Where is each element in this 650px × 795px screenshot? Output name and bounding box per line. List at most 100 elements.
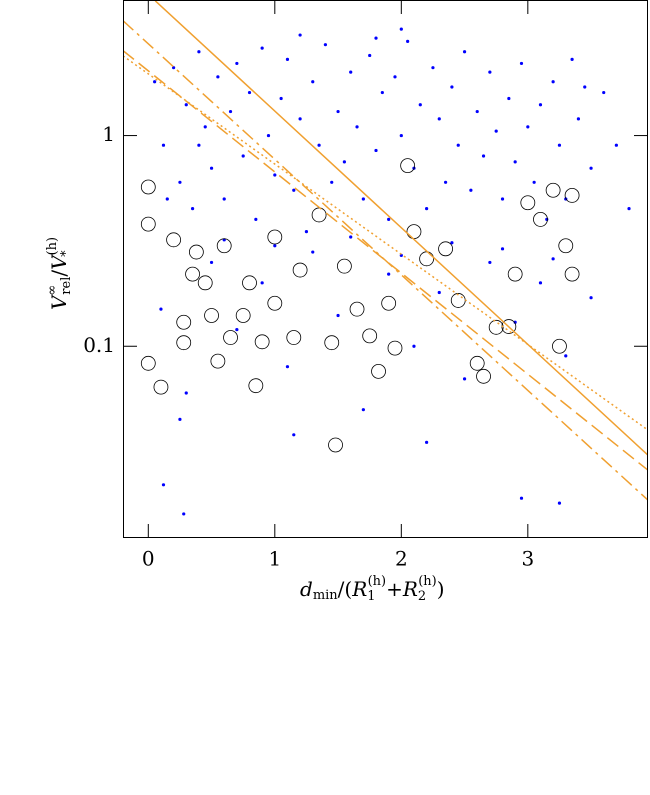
point [583, 85, 587, 89]
point [182, 512, 186, 516]
highlight-circle [286, 330, 302, 345]
point [285, 365, 290, 369]
point [614, 143, 618, 147]
plot-area [123, 0, 648, 516]
highlight-circle [216, 238, 232, 254]
highlight-circle [140, 179, 156, 195]
point [532, 180, 536, 184]
point [235, 61, 239, 66]
highlight-circle [552, 338, 567, 354]
point [538, 103, 543, 107]
point [475, 109, 479, 114]
point [513, 160, 517, 164]
point [304, 230, 309, 234]
point [488, 260, 492, 265]
point [551, 80, 555, 84]
point [557, 501, 562, 505]
point [570, 57, 574, 61]
point [273, 173, 277, 177]
highlight-circle [188, 244, 204, 260]
point [551, 257, 555, 261]
point [387, 217, 391, 222]
point [513, 320, 517, 324]
point [279, 96, 283, 101]
highlight-circle [223, 330, 238, 345]
point [374, 148, 378, 153]
point [545, 217, 549, 222]
highlight-circle [349, 301, 365, 317]
y-label-part: (h) [45, 237, 60, 256]
highlight-circle [558, 238, 574, 254]
point [292, 433, 296, 437]
point [298, 117, 302, 121]
point [349, 70, 353, 74]
y-label-part: V [47, 293, 71, 310]
point [216, 75, 220, 79]
highlight-circle [311, 207, 327, 223]
highlight-circle [267, 295, 283, 311]
x-label-part: (h) [368, 574, 387, 589]
highlight-circle [166, 232, 182, 248]
highlight-circle [292, 262, 308, 278]
highlight-circle [476, 368, 491, 384]
point [431, 66, 435, 70]
highlight-circle [153, 379, 169, 395]
point [361, 197, 365, 201]
point [254, 217, 258, 222]
point [330, 180, 334, 184]
highlight-circle [400, 158, 416, 174]
highlight-circle [140, 216, 156, 232]
point [266, 133, 271, 138]
highlight-circle [248, 378, 264, 394]
point [247, 90, 252, 95]
point [393, 75, 397, 79]
highlight-circle [406, 224, 422, 240]
x-label-part: R [351, 577, 367, 601]
y-label-part: / [47, 270, 71, 277]
y-label-part: ∞ [45, 285, 60, 296]
point [184, 391, 188, 395]
point [519, 61, 524, 66]
point [349, 235, 353, 239]
point [576, 117, 581, 121]
point [342, 160, 346, 164]
point [469, 188, 473, 192]
highlight-circle [381, 295, 397, 311]
highlight-circle [450, 293, 466, 308]
point [260, 281, 264, 285]
point [462, 50, 467, 54]
point [317, 143, 321, 147]
highlight-circle [254, 334, 270, 350]
point [519, 496, 524, 500]
x-label-part: ) [437, 577, 445, 601]
point [241, 154, 245, 158]
highlight-circle [267, 229, 283, 245]
point [450, 241, 454, 245]
y-tick-label: 0.1 [83, 333, 115, 357]
highlight-circle [533, 212, 548, 227]
point [228, 109, 233, 114]
highlight-circle [371, 363, 386, 379]
point [197, 50, 201, 54]
point [368, 53, 372, 58]
point [361, 408, 365, 412]
fit-line [123, 50, 648, 471]
highlight-circle [185, 266, 200, 282]
point [260, 46, 264, 50]
x-label-part: 1 [367, 589, 375, 604]
point [209, 260, 214, 265]
point [526, 125, 530, 129]
y-label-part: * [59, 250, 74, 257]
point [311, 250, 315, 254]
point [203, 125, 207, 129]
x-label-part: + [386, 577, 403, 601]
point [481, 154, 486, 158]
point [235, 327, 239, 332]
y-label-part: V [47, 253, 71, 270]
x-label-part: /( [338, 577, 353, 601]
point [209, 166, 214, 170]
point [153, 80, 157, 84]
x-axis-label: dmin/(R1(h)+R2(h)) [300, 574, 445, 604]
point [184, 103, 188, 107]
x-tick-label: 0 [142, 547, 155, 571]
